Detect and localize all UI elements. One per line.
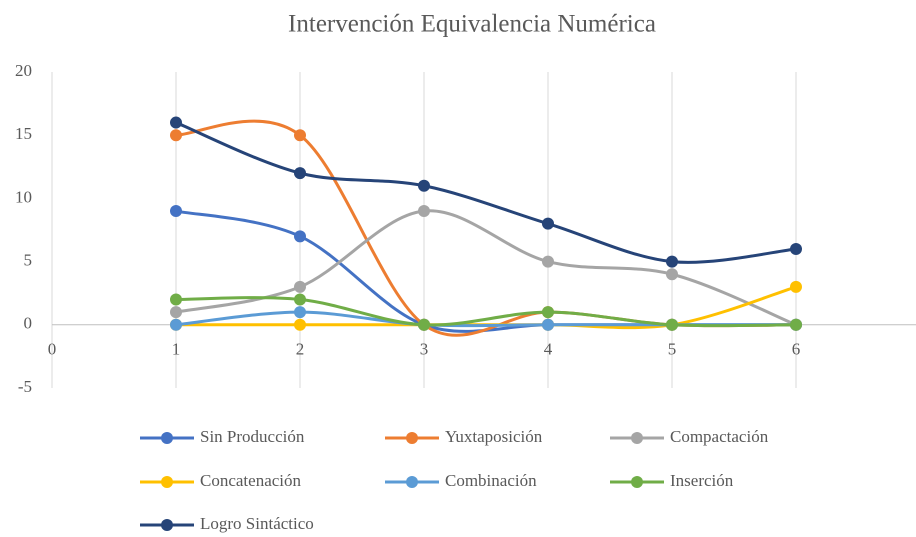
point	[294, 293, 306, 306]
y-tick-label: 10	[15, 187, 32, 206]
legend-label: Sin Producción	[200, 427, 305, 446]
x-tick-label: 5	[668, 340, 677, 359]
point	[418, 205, 430, 218]
series-line	[175, 119, 797, 337]
y-tick-label: 20	[15, 61, 32, 80]
legend-label: Combinación	[445, 471, 537, 490]
legend-label: Logro Sintáctico	[200, 514, 314, 533]
legend-marker	[161, 519, 173, 531]
point	[294, 129, 306, 142]
legend-marker	[631, 432, 643, 444]
point	[790, 280, 802, 293]
y-tick-label: 5	[24, 251, 33, 270]
legend-label: Inserción	[670, 471, 734, 490]
legend-label: Yuxtaposición	[445, 427, 543, 446]
legend-marker	[631, 476, 643, 488]
series-line	[175, 121, 797, 264]
x-tick-label: 0	[48, 340, 57, 359]
x-tick-label: 2	[296, 340, 305, 359]
point	[418, 179, 430, 192]
point	[294, 318, 306, 331]
point	[170, 205, 182, 218]
series-line	[175, 209, 797, 327]
point	[294, 167, 306, 180]
y-tick-label: -5	[18, 377, 32, 396]
legend-label: Concatenación	[200, 471, 302, 490]
x-tick-label: 3	[420, 340, 429, 359]
legend-marker	[406, 476, 418, 488]
point	[170, 116, 182, 129]
point	[170, 318, 182, 331]
legend-marker	[161, 432, 173, 444]
point	[666, 268, 678, 281]
point	[170, 293, 182, 306]
legend-label: Compactación	[670, 427, 769, 446]
point	[542, 318, 554, 331]
chart-title: Intervención Equivalencia Numérica	[288, 11, 656, 38]
point	[666, 255, 678, 268]
y-tick-label: 15	[15, 124, 32, 143]
x-tick-label: 6	[792, 340, 801, 359]
point	[170, 129, 182, 142]
point	[418, 318, 430, 331]
series-line	[175, 296, 797, 328]
x-tick-label: 1	[172, 340, 181, 359]
point	[666, 318, 678, 331]
point	[790, 318, 802, 331]
legend-marker	[406, 432, 418, 444]
point	[542, 217, 554, 230]
legend-marker	[161, 476, 173, 488]
series-line	[175, 285, 797, 330]
point	[294, 280, 306, 293]
x-tick-label: 4	[544, 340, 553, 359]
y-tick-label: 0	[24, 314, 33, 333]
point	[294, 230, 306, 243]
point	[790, 242, 802, 255]
point	[542, 255, 554, 268]
point	[294, 306, 306, 319]
point	[170, 306, 182, 319]
point	[542, 306, 554, 319]
